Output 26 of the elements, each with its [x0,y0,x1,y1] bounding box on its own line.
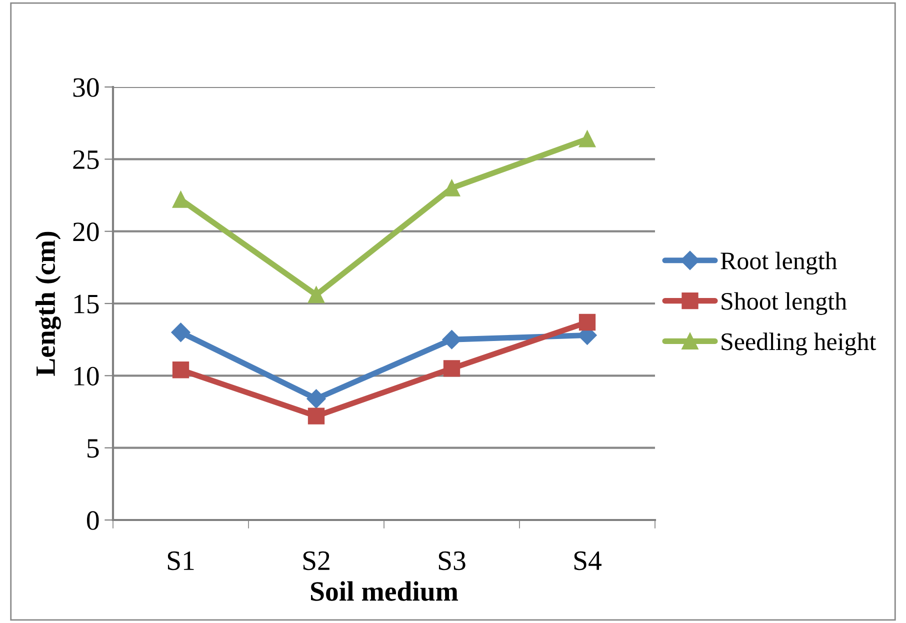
x-axis-title: Soil medium [311,581,458,601]
y-tick-label: 20 [73,222,99,242]
y-tick-label: 15 [74,294,99,314]
point [442,330,462,350]
x-tick-label: S1 [168,551,194,570]
y-tick-label: 5 [88,439,99,458]
x-tick-label: S3 [438,551,466,570]
point [308,408,325,424]
point [172,362,190,378]
x-tick-label: S2 [303,551,330,570]
legend-label: Root length [720,252,838,275]
point [306,389,326,408]
y-tick-label: 25 [73,150,99,170]
y-tick-label: 30 [73,78,99,97]
point [443,360,460,377]
point [171,322,190,342]
point [308,286,325,304]
y-axis-title: Length (cm) [36,232,61,376]
x-tick-label: S4 [574,551,602,570]
y-tick-label: 0 [86,511,99,530]
y-tick-label: 10 [74,366,99,386]
legend-label: Seedling height [722,332,876,356]
point [172,191,190,208]
legend-label: Shoot length [722,292,847,315]
point [578,130,596,148]
point [578,314,596,331]
